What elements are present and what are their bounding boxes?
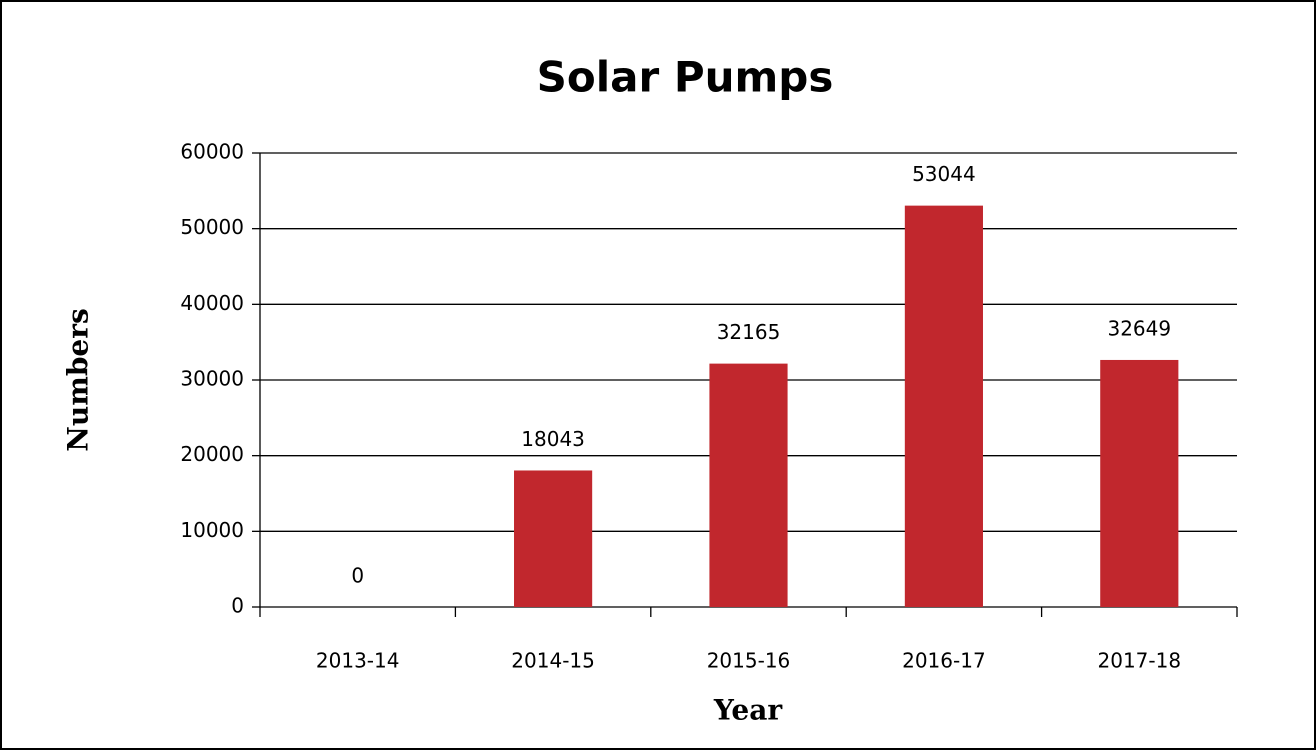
- bar: [514, 470, 593, 607]
- y-tick-label: 50000: [180, 215, 244, 239]
- x-tick-label: 2015-16: [707, 649, 791, 673]
- bar: [709, 363, 788, 607]
- y-axis-label: Numbers: [62, 308, 95, 452]
- data-label: 32649: [1107, 316, 1171, 340]
- data-label: 0: [351, 564, 364, 588]
- x-tick-label: 2014-15: [511, 649, 595, 673]
- data-label: 32165: [717, 320, 781, 344]
- x-tick-label: 2017-18: [1098, 649, 1182, 673]
- y-tick-label: 20000: [180, 442, 244, 466]
- y-tick-label: 40000: [180, 291, 244, 315]
- x-axis-label: Year: [713, 694, 784, 727]
- y-tick-label: 30000: [180, 367, 244, 391]
- y-tick-label: 0: [231, 594, 244, 618]
- y-tick-label: 10000: [180, 518, 244, 542]
- bar: [1100, 359, 1179, 607]
- y-tick-label: 60000: [180, 140, 244, 164]
- bar: [904, 205, 983, 607]
- chart-title: Solar Pumps: [537, 53, 834, 102]
- x-tick-label: 2013-14: [316, 649, 400, 673]
- x-tick-label: 2016-17: [902, 649, 986, 673]
- data-label: 18043: [521, 427, 585, 451]
- data-label: 53044: [912, 162, 976, 186]
